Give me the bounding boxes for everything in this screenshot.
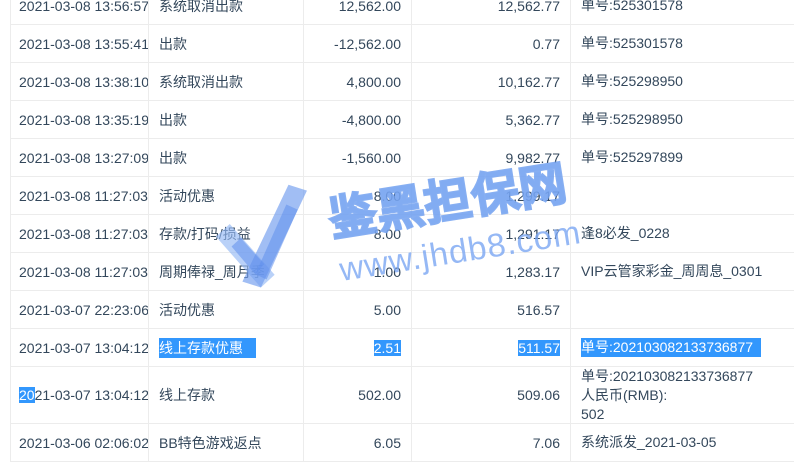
memo-lines: 单号:202103082133736877 人民币(RMB): 502: [581, 367, 754, 423]
cell-amount: 5.00: [304, 291, 412, 329]
cell-memo: 单号:202103082133736877: [571, 329, 794, 367]
cell-type: 周期俸禄_周月季: [149, 253, 304, 291]
cell-balance: 1,283.17: [412, 253, 571, 291]
cell-type: 出款: [149, 101, 304, 139]
cell-memo: 系统派发_2021-03-05: [571, 424, 794, 462]
cell-amount: 8.00: [304, 177, 412, 215]
cell-type: 线上存款: [149, 367, 304, 424]
text-selection: 线上存款优惠: [159, 337, 256, 358]
cell-memo: 单号:525297899: [571, 139, 794, 177]
cell-balance: 5,362.77: [412, 101, 571, 139]
text-selection: 511.57: [518, 339, 560, 356]
cell-type: 系统取消出款: [149, 63, 304, 101]
cell-balance: 511.57: [412, 329, 571, 367]
cell-type: 出款: [149, 25, 304, 63]
cell-type: 存款/打码/损益: [149, 215, 304, 253]
cell-amount: -1,560.00: [304, 139, 412, 177]
cell-time: 2021-03-08 13:56:57: [11, 0, 149, 25]
cell-type: 活动优惠: [149, 177, 304, 215]
cell-time: 2021-03-08 11:27:03: [11, 253, 149, 291]
cell-memo: [571, 177, 794, 215]
cell-amount: -12,562.00: [304, 25, 412, 63]
cell-balance: 509.06: [412, 367, 571, 424]
cell-balance: 10,162.77: [412, 63, 571, 101]
cell-balance: 516.57: [412, 291, 571, 329]
cell-memo: 单号:525298950: [571, 101, 794, 139]
cell-amount: 2.51: [304, 329, 412, 367]
cell-memo: VIP云管家彩金_周周息_0301: [571, 253, 794, 291]
cell-amount: 6.05: [304, 424, 412, 462]
cell-amount: 502.00: [304, 367, 412, 424]
cell-amount: 12,562.00: [304, 0, 412, 25]
cell-memo: 逢8必发_0228: [571, 215, 794, 253]
cell-balance: 9,982.77: [412, 139, 571, 177]
cell-time: 2021-03-08 13:35:19: [11, 101, 149, 139]
cell-balance: 0.77: [412, 25, 571, 63]
text-selection: 20: [19, 387, 35, 403]
cell-balance: 7.06: [412, 424, 571, 462]
cell-amount: 4,800.00: [304, 63, 412, 101]
cell-time: 2021-03-08 13:55:41: [11, 25, 149, 63]
cell-amount: 1.00: [304, 253, 412, 291]
cell-type: 系统取消出款: [149, 0, 304, 25]
cell-time: 2021-03-08 11:27:03: [11, 177, 149, 215]
memo-line: 502: [581, 405, 605, 422]
cell-memo: [571, 291, 794, 329]
cell-type: 活动优惠: [149, 291, 304, 329]
cell-time: 2021-03-08 11:27:03: [11, 215, 149, 253]
transactions-table: 2021-03-08 13:56:57 系统取消出款 12,562.00 12,562…: [10, 0, 794, 462]
cell-time: 2021-03-07 13:04:12: [11, 329, 149, 367]
cell-memo: 单号:525301578: [571, 25, 794, 63]
cell-time: 2021-03-08 13:38:10: [11, 63, 149, 101]
text-selection: 单号:202103082133736877: [581, 338, 762, 357]
memo-line: 人民币(RMB):: [581, 386, 668, 403]
cell-memo: 单号:202103082133736877 人民币(RMB): 502: [571, 367, 794, 424]
memo-line: 单号:202103082133736877: [581, 367, 754, 384]
cell-amount: -4,800.00: [304, 101, 412, 139]
cell-type: BB特色游戏返点: [149, 424, 304, 462]
text-selection: 2.51: [373, 339, 401, 356]
cell-balance: 1,299.17: [412, 177, 571, 215]
cell-time: 2021-03-07 22:23:06: [11, 291, 149, 329]
cell-time: 2021-03-08 13:27:09: [11, 139, 149, 177]
cell-balance: 12,562.77: [412, 0, 571, 25]
cell-amount: 8.00: [304, 215, 412, 253]
cell-type: 线上存款优惠: [149, 329, 304, 367]
cell-memo: 单号:525298950: [571, 63, 794, 101]
cell-balance: 1,291.17: [412, 215, 571, 253]
cell-time: 2021-03-06 02:06:02: [11, 424, 149, 462]
cell-memo: 单号:525301578: [571, 0, 794, 25]
cell-type: 出款: [149, 139, 304, 177]
